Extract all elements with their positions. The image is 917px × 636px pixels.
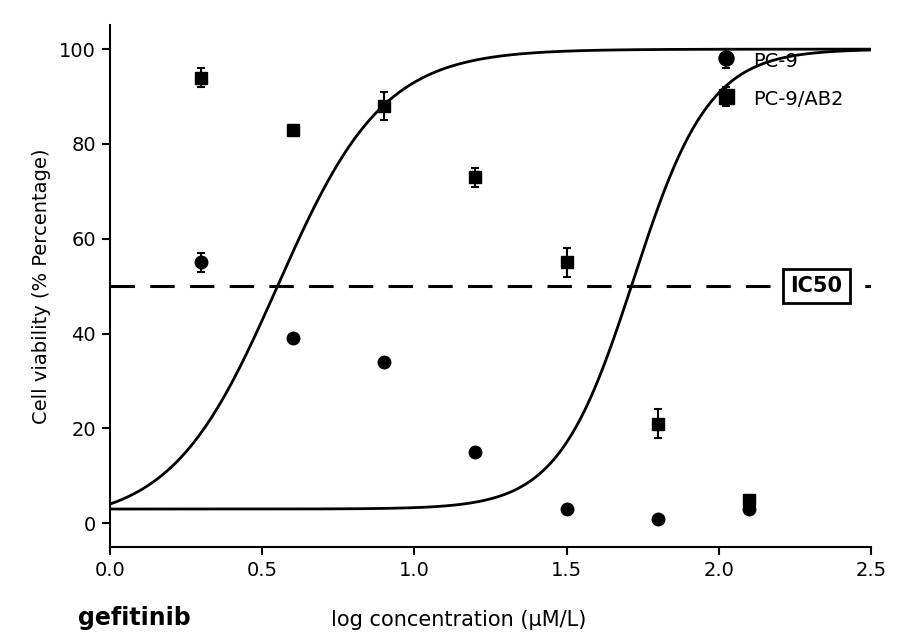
Text: log concentration (μM/L): log concentration (μM/L) (331, 610, 586, 630)
Y-axis label: Cell viability (% Percentage): Cell viability (% Percentage) (32, 148, 51, 424)
Text: gefitinib: gefitinib (78, 605, 191, 630)
Text: IC50: IC50 (790, 276, 843, 296)
Legend: PC-9, PC-9/AB2: PC-9, PC-9/AB2 (705, 40, 854, 118)
